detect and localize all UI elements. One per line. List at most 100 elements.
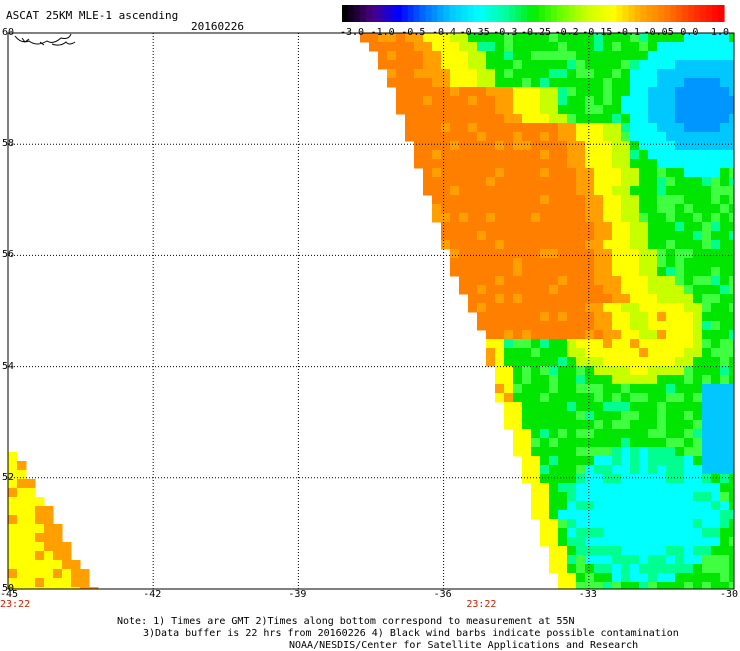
swath-cell — [612, 33, 622, 43]
swath-cell — [567, 519, 577, 529]
swath-cell — [549, 285, 559, 295]
swath-cell — [504, 285, 514, 295]
swath-cell — [432, 186, 442, 196]
colorbar-swatch — [347, 5, 355, 22]
swath-cell — [540, 195, 550, 205]
swath-cell — [71, 560, 81, 570]
swath-cell — [675, 411, 685, 421]
swath-cell — [621, 258, 631, 268]
swath-cell — [540, 69, 550, 79]
swath-cell — [504, 366, 514, 376]
swath-cell — [459, 51, 469, 61]
swath-cell — [558, 258, 568, 268]
swath-cell — [594, 393, 604, 403]
swath-cell — [35, 578, 45, 588]
swath-cell — [576, 249, 586, 259]
swath-cell — [585, 564, 595, 574]
swath-cell — [675, 78, 685, 88]
colorbar-swatch — [395, 5, 403, 22]
swath-cell — [648, 195, 658, 205]
swath-cell — [675, 393, 685, 403]
swath-cell — [612, 42, 622, 52]
colorbar-swatch — [413, 5, 421, 22]
swath-cell — [720, 447, 730, 457]
swath-cell — [666, 222, 676, 232]
swath-cell — [540, 123, 550, 133]
swath-cell — [720, 438, 730, 448]
swath-cell — [702, 555, 712, 565]
swath-cell — [729, 393, 734, 403]
swath-cell — [396, 78, 406, 88]
swath-cell — [558, 42, 568, 52]
swath-cell — [711, 357, 721, 367]
swath-cell — [531, 168, 541, 178]
swath-cell — [594, 357, 604, 367]
swath-cell — [729, 123, 734, 133]
swath-cell — [513, 249, 523, 259]
swath-cell — [630, 204, 640, 214]
swath-cell — [693, 303, 703, 313]
swath-cell — [513, 123, 523, 133]
swath-cell — [594, 402, 604, 412]
swath-cell — [585, 186, 595, 196]
swath-cell — [450, 42, 460, 52]
swath-cell — [666, 564, 676, 574]
swath-cell — [666, 294, 676, 304]
swath-cell — [720, 168, 730, 178]
swath-cell — [576, 213, 586, 223]
swath-cell — [666, 366, 676, 376]
swath-cell — [495, 276, 505, 286]
colorbar-swatch — [568, 5, 576, 22]
colorbar-swatch — [431, 5, 439, 22]
swath-cell — [558, 312, 568, 322]
swath-cell — [549, 330, 559, 340]
swath-cell — [468, 69, 478, 79]
swath-cell — [711, 348, 721, 358]
latitude-tick-label: 54 — [2, 360, 15, 372]
swath-cell — [513, 96, 523, 106]
swath-cell — [585, 519, 595, 529]
swath-cell — [693, 582, 703, 589]
swath-cell — [549, 213, 559, 223]
swath-cell — [639, 582, 649, 589]
swath-cell — [603, 375, 613, 385]
swath-cell — [558, 114, 568, 124]
swath-cell — [630, 519, 640, 529]
swath-cell — [369, 33, 379, 43]
swath-cell — [612, 141, 622, 151]
swath-cell — [729, 96, 734, 106]
swath-cell — [621, 213, 631, 223]
swath-cell — [585, 339, 595, 349]
swath-cell — [387, 51, 397, 61]
swath-cell — [684, 276, 694, 286]
swath-cell — [648, 276, 658, 286]
swath-cell — [531, 438, 541, 448]
swath-cell — [495, 240, 505, 250]
swath-cell — [540, 339, 550, 349]
swath-cell — [450, 141, 460, 151]
swath-cell — [459, 249, 469, 259]
longitude-tick-label: -36 — [433, 589, 452, 600]
swath-cell — [720, 510, 730, 520]
swath-cell — [576, 456, 586, 466]
swath-cell — [522, 285, 532, 295]
swath-cell — [567, 420, 577, 430]
swath-cell — [53, 542, 63, 552]
swath-cell — [522, 240, 532, 250]
swath-cell — [639, 177, 649, 187]
swath-cell — [567, 240, 577, 250]
swath-cell — [639, 564, 649, 574]
swath-cell — [630, 222, 640, 232]
swath-cell — [17, 560, 27, 570]
swath-cell — [657, 456, 667, 466]
swath-cell — [432, 60, 442, 70]
swath-cell — [684, 411, 694, 421]
swath-cell — [639, 447, 649, 457]
swath-cell — [549, 501, 559, 511]
swath-cell — [720, 249, 730, 259]
swath-cell — [666, 114, 676, 124]
swath-cell — [711, 510, 721, 520]
swath-cell — [594, 384, 604, 394]
swath-cell — [612, 231, 622, 241]
swath-cell — [540, 186, 550, 196]
